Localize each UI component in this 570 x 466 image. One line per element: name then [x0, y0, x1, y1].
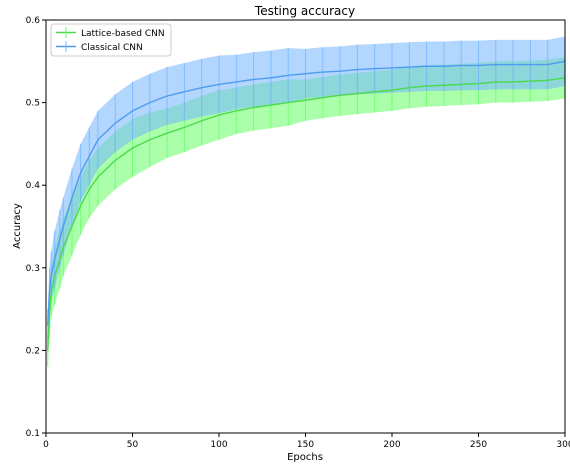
- y-axis-label: Accuracy: [12, 203, 23, 249]
- error-band-classical: [47, 36, 566, 343]
- legend-label-lattice: Lattice-based CNN: [81, 29, 165, 39]
- x-tick-label: 150: [297, 440, 314, 450]
- error-bar-layer: [47, 36, 566, 367]
- x-tick-label: 0: [43, 440, 49, 450]
- legend-box: [50, 23, 172, 57]
- x-axis-ticks: 0 50 100 150 200 250 300: [43, 433, 570, 450]
- error-band-lattice: [47, 57, 566, 367]
- x-tick-label: 300: [556, 440, 570, 450]
- y-tick-label: 0.5: [26, 99, 40, 109]
- x-tick-label: 100: [210, 440, 227, 450]
- x-tick-label: 200: [383, 440, 400, 450]
- series-line-lattice: [47, 77, 566, 351]
- series-line-classical: [47, 60, 566, 326]
- legend-label-classical: Classical CNN: [81, 43, 143, 53]
- y-tick-label: 0.4: [26, 181, 41, 191]
- x-tick-label: 50: [127, 440, 139, 450]
- series-line-layer: [47, 60, 566, 351]
- y-tick-label: 0.6: [26, 16, 41, 26]
- y-tick-label: 0.2: [26, 346, 40, 356]
- chart-title: Testing accuracy: [254, 4, 355, 18]
- legend: Lattice-based CNN Classical CNN: [50, 23, 172, 57]
- x-axis-label: Epochs: [287, 452, 323, 463]
- y-axis-ticks: 0.1 0.2 0.3 0.4 0.5 0.6: [26, 16, 46, 439]
- x-tick-label: 250: [470, 440, 487, 450]
- y-tick-label: 0.3: [26, 264, 40, 274]
- y-tick-label: 0.1: [26, 429, 40, 439]
